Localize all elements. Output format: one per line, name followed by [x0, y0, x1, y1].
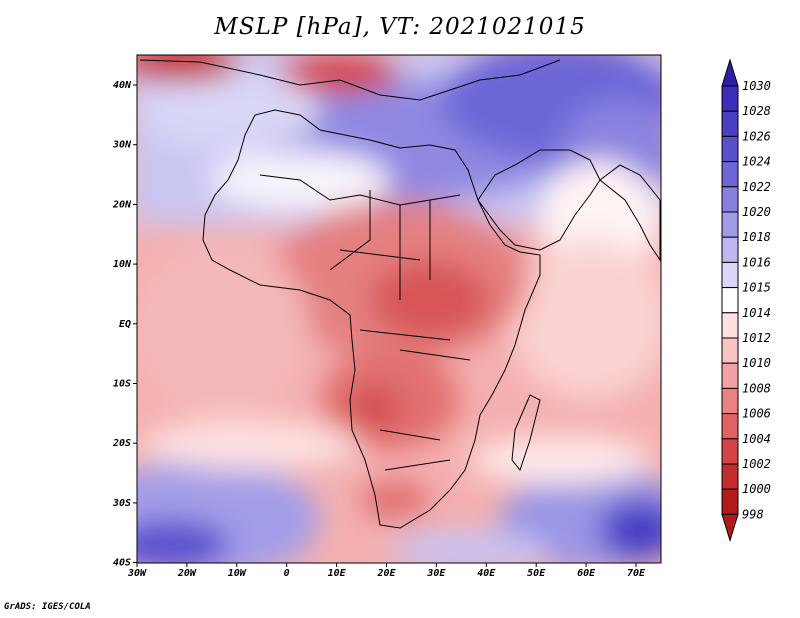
colorbar-level-label: 1018: [742, 230, 771, 244]
colorbar-level-label: 1016: [742, 255, 771, 269]
coastlines: [139, 59, 661, 529]
x-axis: 30W 20W 10W 0 10E 20E 30E 40E 50E 60E 70E: [127, 563, 646, 579]
x-tick-label: 20E: [376, 568, 396, 579]
colorbar-cell: [721, 236, 739, 263]
x-tick-label: 0: [284, 568, 290, 579]
colorbar-bottom-arrow: [721, 513, 739, 543]
colorbar-level-label: 1024: [742, 155, 771, 169]
x-tick-label: 50E: [527, 568, 546, 579]
colorbar-top-arrow: [721, 58, 739, 87]
colorbar-level-label: 1020: [742, 205, 771, 219]
colorbar-level-label: 1002: [742, 457, 771, 471]
colorbar-cell: [721, 211, 739, 238]
colorbar-cell: [721, 186, 739, 213]
plot-frame: [136, 54, 662, 564]
y-tick-label: EQ: [119, 319, 131, 330]
colorbar-cell: [721, 438, 739, 465]
colorbar: 1030 1028 1026 1024 1022 1020 1018 1016 1015 1014…: [721, 58, 771, 543]
colorbar-level-label: 1015: [742, 281, 771, 295]
colorbar-cell: [721, 488, 739, 515]
map-title: MSLP [hPa], VT: 2021021015: [214, 14, 586, 40]
x-tick-label: 10E: [328, 568, 347, 579]
y-tick-label: 30N: [112, 140, 132, 151]
x-tick-label: 20W: [177, 568, 197, 579]
colorbar-cell: [721, 85, 739, 112]
colorbar-level-label: 1028: [742, 104, 771, 118]
colorbar-cell: [721, 110, 739, 137]
y-tick-label: 40S: [113, 558, 131, 569]
colorbar-level-label: 1010: [742, 356, 771, 370]
colorbar-cell: [721, 287, 739, 314]
y-tick-label: 40N: [113, 80, 132, 91]
y-tick-label: 10N: [113, 259, 132, 270]
colorbar-level-label: 1004: [742, 432, 771, 446]
y-tick-label: 10S: [113, 379, 131, 390]
grads-credit: GrADS: IGES/COLA: [4, 602, 91, 612]
colorbar-cell: [721, 135, 739, 163]
y-axis: 40N 30N 20N 10N EQ 10S 20S 30S 40S: [112, 80, 137, 569]
y-tick-label: 20S: [112, 438, 131, 449]
x-tick-label: 70E: [627, 568, 646, 579]
colorbar-level-label: 998: [742, 507, 764, 521]
colorbar-cell: [721, 413, 739, 440]
colorbar-cell: [721, 312, 739, 339]
pressure-field: [137, 55, 661, 563]
y-tick-label: 30S: [112, 498, 131, 509]
colorbar-level-label: 1014: [742, 306, 771, 320]
x-tick-label: 30E: [426, 568, 446, 579]
colorbar-level-label: 1000: [742, 482, 771, 496]
colorbar-level-label: 1022: [742, 180, 771, 194]
x-tick-label: 30W: [127, 568, 147, 579]
colorbar-cell: [721, 337, 739, 364]
x-tick-label: 10W: [228, 568, 247, 579]
colorbar-cell: [721, 387, 739, 415]
colorbar-level-label: 1026: [742, 129, 771, 143]
colorbar-level-label: 1006: [742, 407, 771, 421]
colorbar-cell: [721, 161, 739, 188]
x-tick-label: 60E: [577, 568, 596, 579]
x-tick-label: 40E: [477, 568, 496, 579]
colorbar-cell: [721, 463, 739, 490]
colorbar-cell: [721, 362, 739, 389]
colorbar-level-label: 1012: [742, 331, 771, 345]
colorbar-level-label: 1008: [742, 381, 771, 395]
y-tick-label: 20N: [112, 199, 132, 210]
colorbar-level-label: 1030: [742, 79, 771, 93]
colorbar-cell: [721, 261, 739, 289]
